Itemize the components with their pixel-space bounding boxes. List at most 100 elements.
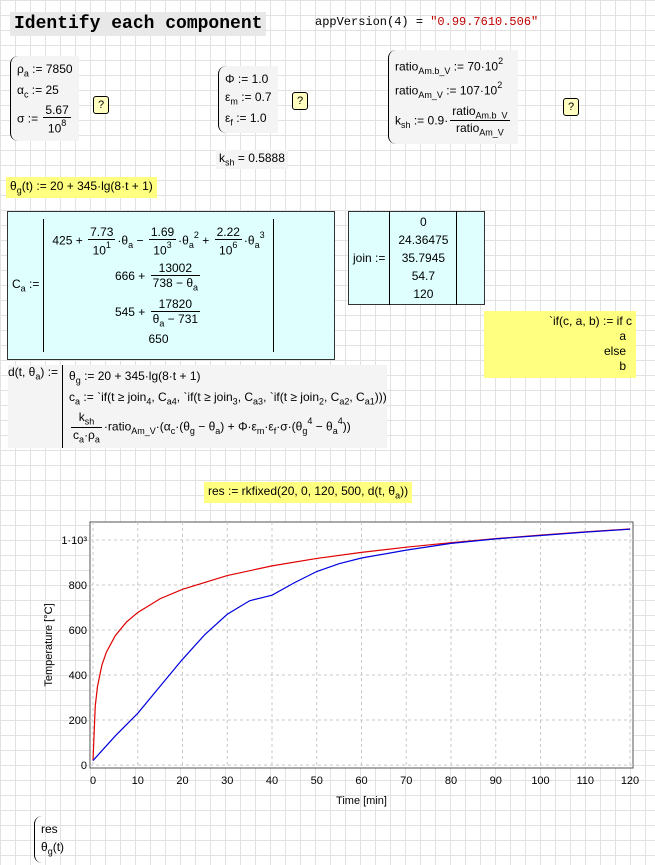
math-text: sh (84, 416, 95, 427)
numerator: 7.73 (88, 225, 116, 240)
superscript: 2 (497, 80, 502, 90)
math-text: ratio (395, 59, 419, 74)
math-text: g (16, 185, 22, 196)
subscript: a (255, 240, 260, 250)
series-line (92, 528, 631, 761)
formula-line: 425 + 7.73 101 ·θa − 1.69 103 ·θa2 + 2.22 106… (52, 225, 264, 257)
superscript: 8 (61, 118, 66, 128)
superscript: 6 (232, 240, 237, 250)
x-tick-label: 100 (531, 775, 549, 787)
block2: Φ := 1.0 εm := 0.7 εf := 1.0 (218, 66, 278, 134)
math-text: c (69, 389, 76, 404)
math-text: ·ratio (103, 419, 132, 434)
x-tick-label: 70 (400, 775, 412, 787)
math-text: 3 (232, 396, 238, 407)
math-text: a (254, 239, 260, 250)
subscript: f (230, 117, 233, 127)
math-text: 10 (92, 243, 106, 258)
math-text: 666 + (114, 269, 149, 284)
math-text: = 0.5888 (234, 151, 285, 165)
math-text: 3 (258, 396, 264, 407)
k-sh-result: ksh = 0.5888 (216, 150, 288, 169)
superscript: 3 (260, 230, 265, 240)
math-text: a (364, 396, 370, 407)
subscript: Am_V (418, 90, 443, 100)
subscript: 3 (233, 396, 238, 406)
help-button[interactable]: ? (563, 98, 579, 116)
math-text: ·θ (117, 233, 129, 248)
x-tick-label: 50 (311, 775, 323, 787)
math-text: a (159, 318, 165, 329)
math-text: g (189, 426, 195, 437)
app-version: appVersion(4) = "0.99.7610.506" (315, 15, 538, 29)
y-tick-label: 400 (69, 670, 87, 682)
math-text: , `if(t ≥ join (176, 389, 233, 404)
math-text: a (339, 396, 345, 407)
subscript: 4 (172, 396, 177, 406)
x-tick-label: 10 (132, 775, 144, 787)
math-text: 3 (166, 239, 172, 250)
res-def: res := rkfixed(20, 0, 120, 500, d(t, θa)… (204, 482, 413, 503)
line: else (603, 344, 626, 358)
math-text: θ (10, 179, 17, 193)
math-text: Am_V (131, 426, 156, 437)
subscript: a (159, 318, 164, 328)
math-text: − θ (194, 419, 216, 434)
math-text: g (47, 846, 53, 857)
subscript: 2 (319, 396, 324, 406)
formula-line: ratioAm_V := 107·102 (395, 80, 512, 100)
subscript: a (339, 396, 344, 406)
math-text: ε (225, 110, 231, 125)
join-label: join := (353, 251, 386, 265)
math-text: 738 − θ (152, 276, 194, 291)
superscript: 4 (338, 416, 343, 426)
math-text: k (395, 113, 401, 128)
help-button[interactable]: ? (93, 96, 109, 114)
numerator: 1.69 (148, 225, 177, 240)
math-text: 4 (337, 416, 343, 427)
subscript: Am.b_V (476, 110, 508, 120)
x-tick-label: 120 (621, 775, 639, 787)
fraction: 2.22 106 (214, 225, 242, 257)
y-tick-label: 800 (69, 580, 87, 592)
x-tick-label: 90 (490, 775, 502, 787)
value: "0.99.7610.506" (430, 15, 539, 29)
math-text: 4 (146, 396, 152, 407)
numerator: 5.67 (43, 103, 71, 119)
math-text: a (35, 371, 41, 382)
d-body: θg := 20 + 345·lg(8·t + 1) ca := `if(t ≥ … (62, 365, 387, 449)
y-tick-label: 600 (69, 625, 87, 637)
subscript: sh (85, 417, 95, 427)
entry: 24.36475 (398, 233, 449, 247)
subscript: a (21, 284, 26, 294)
math-text: 2 (193, 229, 199, 240)
math-text: θ (69, 369, 76, 383)
math-text: 17820 (158, 296, 193, 311)
math-text: 3 (259, 229, 265, 240)
block3: ratioAm.b_V := 70·102 ratioAm_V := 107·10… (388, 50, 518, 144)
numerator: ksh (71, 410, 102, 428)
block1: ρa := 7850 αc := 25 σ := 5.67 108 (10, 56, 79, 142)
math-text: , `if(t ≥ join (263, 389, 319, 404)
math-text: := 0.7 (237, 90, 272, 104)
formula-line: αc := 25 (17, 83, 73, 100)
math-text: ))) (374, 389, 387, 404)
math-text: ·σ·(θ (276, 419, 303, 434)
math-text: m (256, 426, 265, 437)
d-def: d(t, θa) := θg := 20 + 345·lg(8·t + 1) ca… (8, 365, 387, 449)
subscript: Am.b_V (418, 66, 450, 76)
c-a-matrix: Ca := 425 + 7.73 101 ·θa − 1.69 103 ·θa2 + 2… (7, 211, 335, 360)
subscript: a (128, 240, 133, 250)
math-text: 10 (153, 243, 167, 258)
call: appVersion(4) = (315, 15, 431, 29)
math-text: ·θ (178, 233, 189, 248)
subscript: a (75, 396, 80, 406)
subscript: a (333, 426, 338, 436)
math-text: − (133, 233, 147, 248)
superscript: 3 (167, 240, 172, 250)
x-tick-label: 0 (90, 775, 96, 787)
help-button[interactable]: ? (292, 92, 308, 110)
subscript: Am_V (131, 426, 156, 436)
math-text: θ (152, 311, 160, 326)
